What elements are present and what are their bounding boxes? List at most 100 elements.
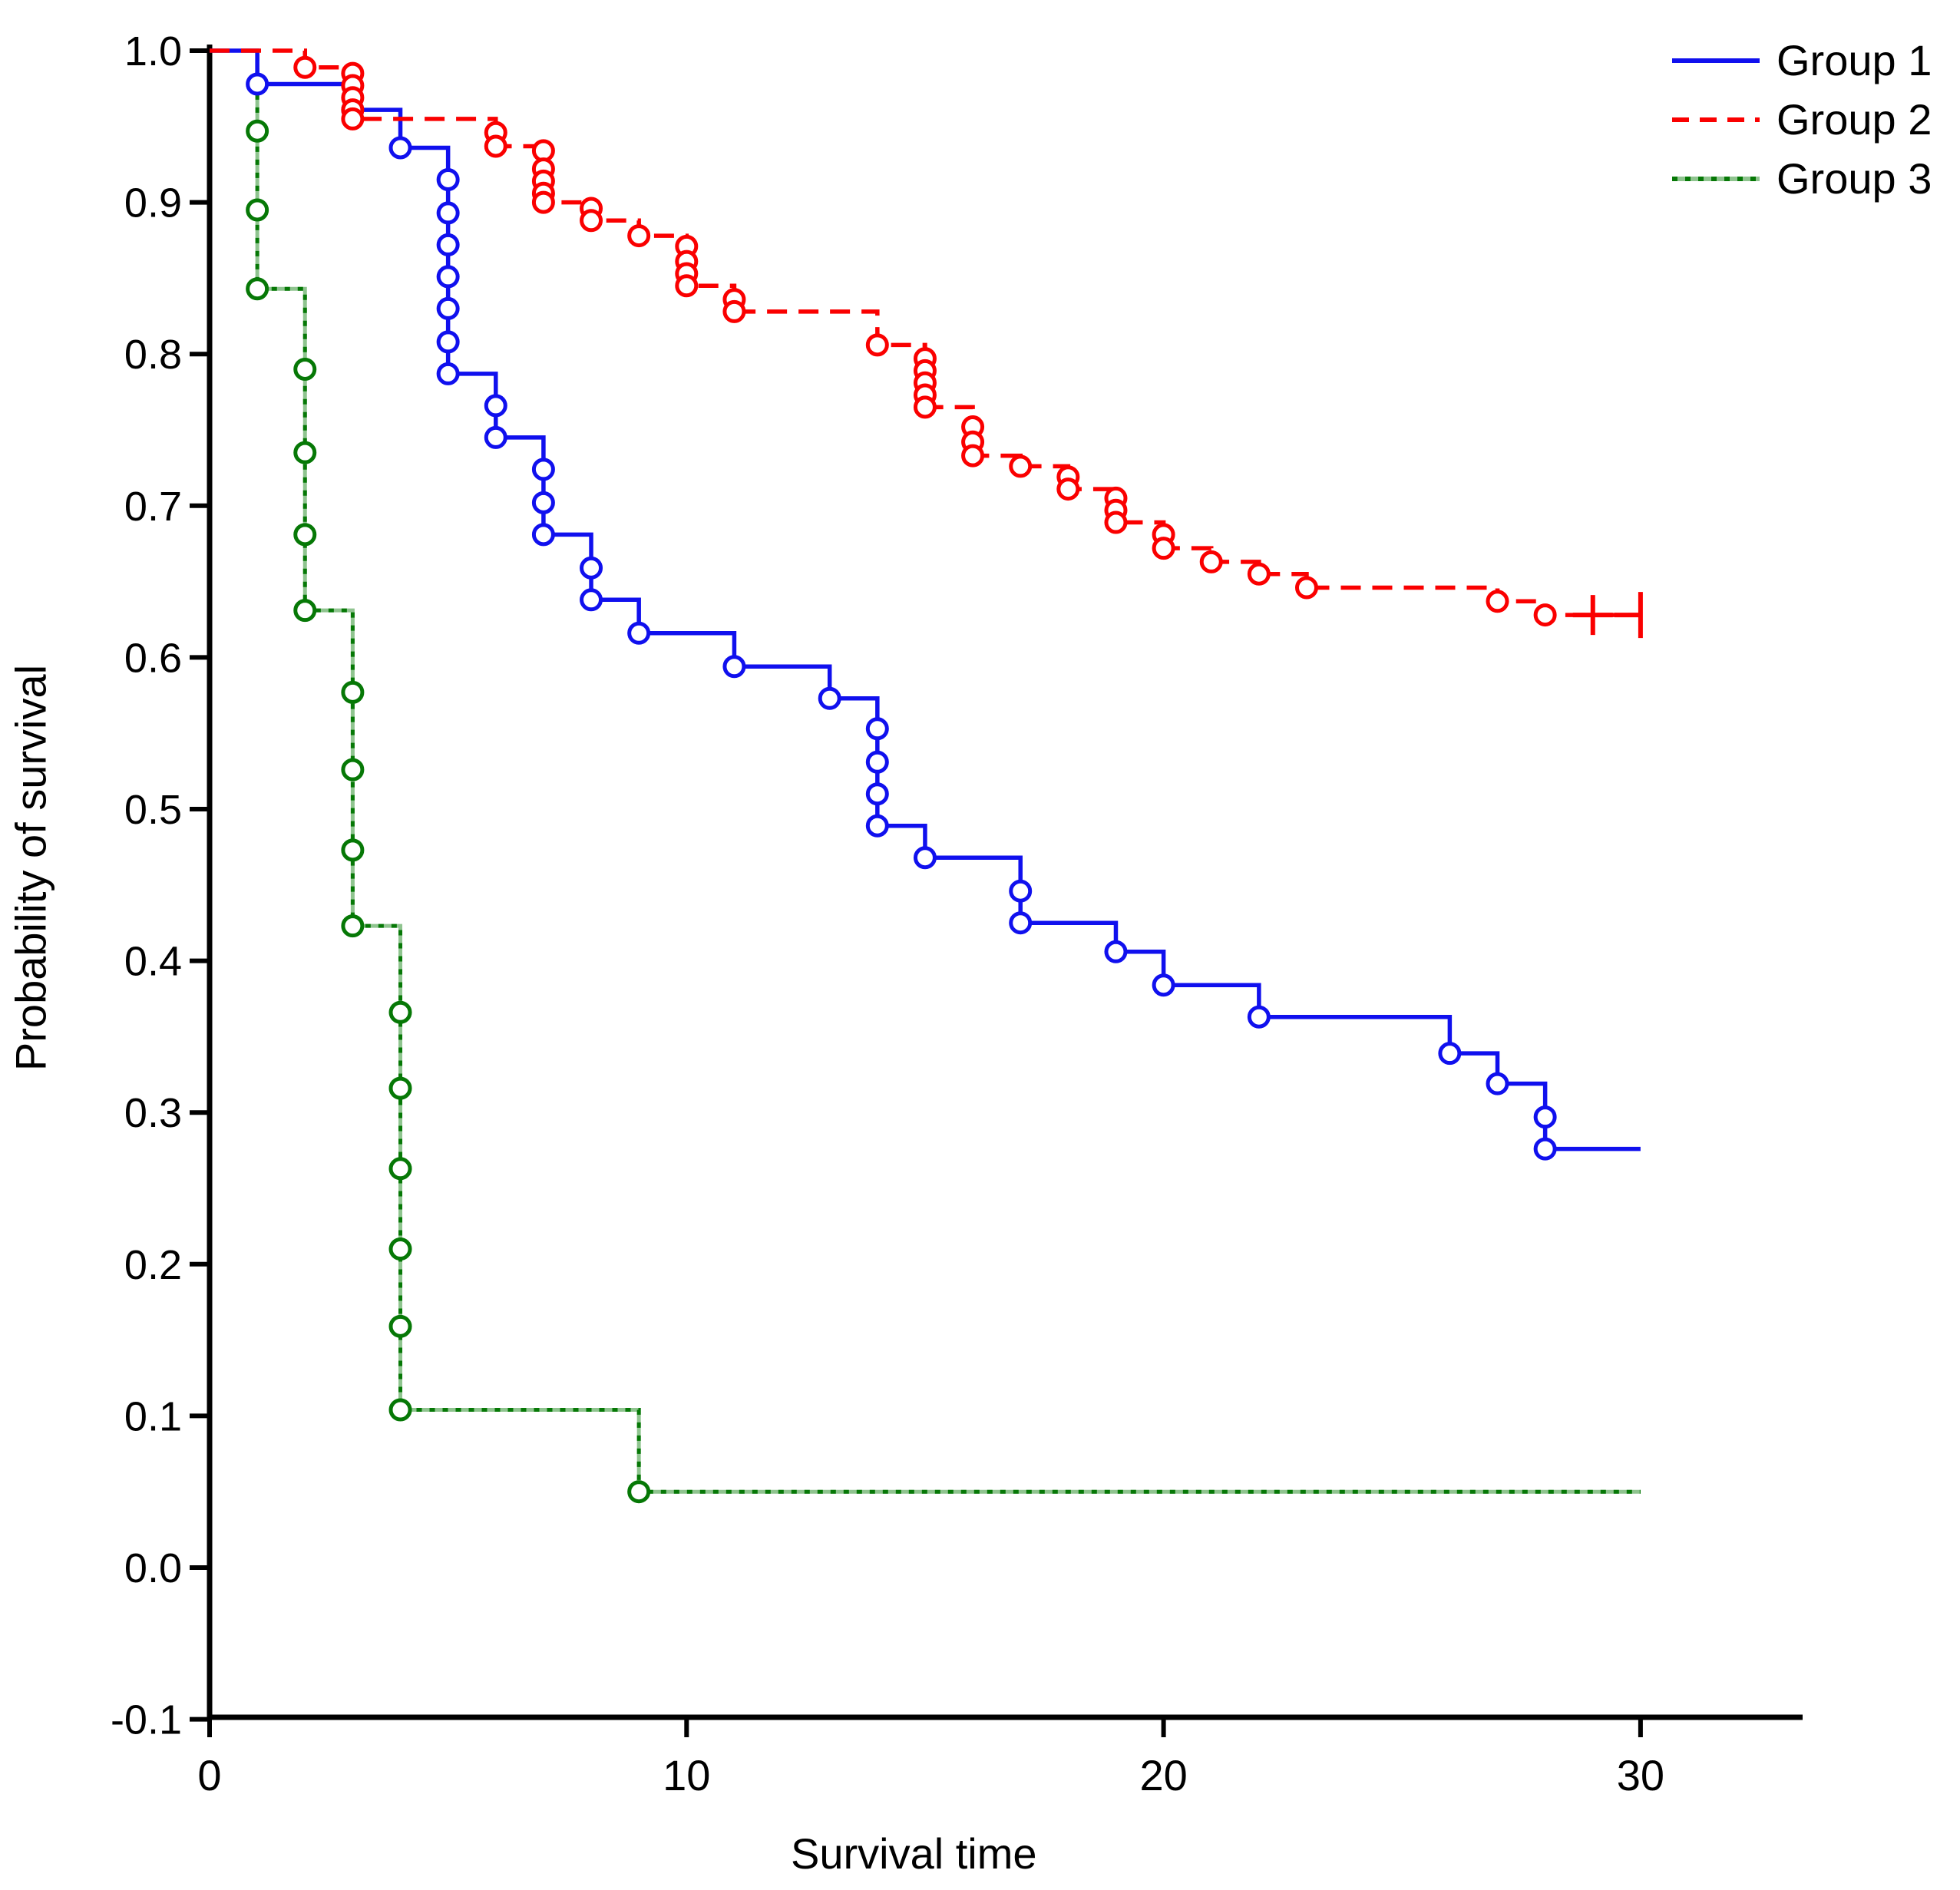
event-marker-group-1 bbox=[484, 394, 507, 418]
event-marker-group-1 bbox=[436, 201, 460, 225]
legend-item-group-1: Group 1 bbox=[1671, 31, 1932, 90]
y-tick-label: 0.8 bbox=[124, 332, 182, 378]
event-marker-group-3 bbox=[388, 1076, 412, 1100]
legend-line-group-1 bbox=[1672, 58, 1760, 63]
y-tick-label: 1.0 bbox=[124, 28, 182, 74]
event-marker-group-3 bbox=[293, 523, 317, 547]
event-marker-group-2 bbox=[580, 209, 603, 233]
event-marker-group-2 bbox=[1009, 454, 1033, 478]
y-tick-label: 0.6 bbox=[124, 635, 182, 681]
event-marker-group-1 bbox=[436, 167, 460, 191]
event-marker-group-3 bbox=[341, 838, 365, 862]
legend-label-group-1: Group 1 bbox=[1777, 35, 1932, 84]
legend-item-group-3: Group 3 bbox=[1671, 149, 1932, 208]
event-marker-group-2 bbox=[913, 395, 937, 419]
event-marker-group-1 bbox=[1533, 1137, 1557, 1161]
event-marker-group-1 bbox=[1009, 879, 1033, 903]
event-marker-group-2 bbox=[961, 444, 985, 468]
event-marker-group-3 bbox=[627, 1480, 651, 1504]
event-marker-group-2 bbox=[1056, 477, 1080, 501]
y-tick-label: 0.9 bbox=[124, 180, 182, 226]
event-marker-group-2 bbox=[1294, 576, 1318, 600]
event-marker-group-2 bbox=[1152, 537, 1175, 560]
event-marker-group-1 bbox=[627, 621, 651, 645]
event-marker-group-1 bbox=[436, 330, 460, 354]
y-tick-label: 0.5 bbox=[124, 787, 182, 833]
event-marker-group-1 bbox=[818, 686, 841, 710]
event-marker-group-2 bbox=[1247, 562, 1271, 586]
series-line-group-3-underlay bbox=[210, 48, 1641, 1494]
event-marker-group-1 bbox=[865, 782, 889, 806]
event-marker-group-3 bbox=[341, 680, 365, 704]
x-axis-title: Survival time bbox=[791, 1829, 1037, 1878]
series-line-group-2 bbox=[210, 48, 1641, 617]
legend: Group 1 Group 2 Group 3 bbox=[1671, 31, 1932, 208]
event-marker-group-1 bbox=[436, 233, 460, 256]
event-marker-group-1 bbox=[436, 296, 460, 320]
event-marker-group-3 bbox=[388, 1157, 412, 1181]
event-marker-group-3 bbox=[341, 758, 365, 781]
event-marker-group-2 bbox=[484, 134, 507, 158]
series-line-group-1 bbox=[210, 48, 1641, 1152]
event-marker-group-2 bbox=[675, 274, 699, 298]
event-marker-group-1 bbox=[436, 362, 460, 385]
event-marker-group-2 bbox=[865, 333, 889, 357]
event-marker-group-3 bbox=[293, 599, 317, 623]
event-marker-group-2 bbox=[531, 190, 555, 214]
legend-item-group-2: Group 2 bbox=[1671, 90, 1932, 149]
event-marker-group-2 bbox=[1104, 510, 1128, 534]
event-marker-group-2 bbox=[293, 55, 317, 79]
event-marker-group-1 bbox=[865, 750, 889, 774]
event-marker-group-1 bbox=[531, 491, 555, 514]
y-tick-label: 0.2 bbox=[124, 1242, 182, 1288]
event-marker-group-2 bbox=[627, 224, 651, 248]
y-tick-label: -0.1 bbox=[111, 1697, 182, 1743]
legend-label-group-3: Group 3 bbox=[1777, 154, 1932, 203]
x-tick-label: 0 bbox=[197, 1751, 221, 1799]
event-marker-group-3 bbox=[388, 1314, 412, 1338]
event-marker-group-1 bbox=[580, 556, 603, 580]
y-tick-label: 0.4 bbox=[124, 939, 182, 985]
event-marker-group-3 bbox=[388, 1237, 412, 1261]
legend-line-group-3 bbox=[1672, 176, 1760, 181]
event-marker-group-1 bbox=[580, 588, 603, 612]
x-tick-label: 30 bbox=[1617, 1751, 1664, 1799]
y-tick-label: 0.7 bbox=[124, 484, 182, 530]
y-tick-label: 0.3 bbox=[124, 1090, 182, 1136]
event-marker-group-2 bbox=[722, 299, 746, 323]
event-marker-group-1 bbox=[531, 523, 555, 547]
event-marker-group-1 bbox=[1486, 1072, 1509, 1095]
x-tick-label: 20 bbox=[1139, 1751, 1187, 1799]
y-tick-label: 0.0 bbox=[124, 1545, 182, 1591]
event-marker-group-1 bbox=[865, 717, 889, 741]
event-marker-group-1 bbox=[913, 846, 937, 870]
event-marker-group-3 bbox=[388, 1398, 412, 1422]
x-tick-label: 10 bbox=[663, 1751, 710, 1799]
event-marker-group-1 bbox=[246, 72, 269, 96]
event-marker-group-1 bbox=[436, 265, 460, 289]
event-marker-group-2 bbox=[1199, 550, 1223, 573]
y-axis-title: Probability of survival bbox=[6, 664, 55, 1072]
event-marker-group-3 bbox=[341, 914, 365, 938]
event-marker-group-2 bbox=[1486, 590, 1509, 613]
event-marker-group-3 bbox=[388, 1000, 412, 1024]
event-marker-group-1 bbox=[388, 136, 412, 160]
legend-line-group-2 bbox=[1672, 117, 1760, 122]
event-marker-group-1 bbox=[531, 458, 555, 481]
event-marker-group-1 bbox=[865, 814, 889, 838]
legend-label-group-2: Group 2 bbox=[1777, 94, 1932, 144]
event-marker-group-3 bbox=[293, 357, 317, 381]
event-marker-group-1 bbox=[722, 655, 746, 679]
event-marker-group-1 bbox=[1009, 911, 1033, 935]
event-marker-group-1 bbox=[1152, 973, 1175, 997]
event-marker-group-2 bbox=[1533, 603, 1557, 627]
event-marker-group-1 bbox=[1533, 1105, 1557, 1129]
event-marker-group-3 bbox=[293, 441, 317, 464]
event-marker-group-1 bbox=[1438, 1042, 1462, 1066]
y-tick-label: 0.1 bbox=[124, 1393, 182, 1439]
event-marker-group-3 bbox=[246, 119, 269, 143]
event-marker-group-3 bbox=[246, 198, 269, 222]
event-marker-group-2 bbox=[341, 107, 365, 131]
